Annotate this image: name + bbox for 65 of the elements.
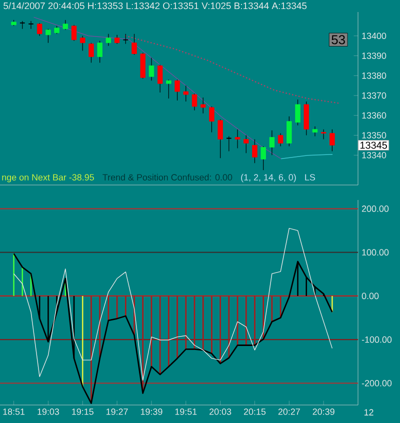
candlestick	[166, 79, 172, 99]
annotation: Trend & Position Confused: 0.00	[102, 174, 232, 180]
candlestick	[269, 130, 275, 156]
x-tick-label: 20:27	[278, 408, 300, 415]
y-tick-label: -100.00	[362, 336, 392, 343]
annotation: (1, 2, 14, 6, 0)	[241, 174, 296, 182]
candlestick	[97, 40, 102, 64]
candlestick	[320, 129, 326, 140]
y-tick-label: 13380	[362, 72, 386, 79]
candlestick	[218, 119, 223, 158]
y-tick-label: 13400	[362, 32, 386, 40]
x-tick-label: 19:15	[72, 408, 94, 415]
x-axis-title: 12	[364, 409, 374, 416]
candlestick	[174, 79, 180, 101]
annotation: 13345	[360, 142, 387, 149]
candlestick	[278, 133, 284, 147]
candlestick	[252, 138, 258, 164]
candlestick	[106, 34, 112, 46]
candlestick	[140, 52, 146, 79]
y-tick-label: 100.00	[362, 249, 389, 256]
candlestick	[244, 134, 249, 154]
candlestick	[192, 93, 198, 111]
y-tick-label: 13340	[362, 152, 386, 158]
annotation: 53	[332, 35, 345, 44]
candlestick	[286, 116, 292, 147]
candlestick	[295, 99, 300, 126]
y-tick-label: -200.00	[362, 380, 392, 386]
candlestick	[122, 34, 129, 44]
x-tick-label: 19:03	[38, 408, 60, 415]
candlestick	[200, 97, 206, 114]
y-tick-label: 13390	[362, 52, 386, 59]
x-tick-label: 20:03	[210, 408, 232, 415]
x-tick-label: 19:39	[140, 408, 162, 415]
y-tick-label: 200.00	[362, 206, 389, 212]
chart-title: 5/14/2007 20:44:05 H:13353 L:13342 O:13351 V:1025 B:13344 A:13345	[4, 2, 307, 10]
annotation: nge on Next Bar -38.95	[2, 174, 94, 182]
y-tick-label: 13360	[362, 112, 386, 119]
x-tick-label: 20:39	[312, 408, 334, 415]
candlestick	[260, 146, 266, 170]
x-tick-label: 18:51	[3, 408, 25, 415]
line-series	[13, 228, 333, 380]
candlestick	[330, 129, 335, 152]
x-tick-label: 19:27	[106, 408, 128, 415]
candlestick	[148, 57, 154, 81]
annotation: LS	[305, 174, 316, 180]
candlestick	[36, 22, 42, 36]
candlestick	[132, 34, 137, 56]
y-tick-label: 13370	[362, 92, 386, 99]
candlestick	[71, 24, 77, 42]
x-tick-label: 19:51	[175, 408, 197, 415]
candlestick	[62, 20, 68, 30]
x-tick-label: 20:15	[244, 408, 266, 415]
candlestick	[157, 64, 163, 93]
candlestick	[88, 42, 94, 64]
candlestick	[183, 85, 188, 102]
candlestick	[80, 36, 86, 52]
y-tick-label: 13350	[362, 132, 386, 138]
candlestick	[46, 28, 51, 44]
candlestick	[28, 20, 34, 30]
candlestick	[312, 126, 318, 137]
candlestick	[226, 136, 232, 152]
line-series	[33, 16, 282, 160]
candlestick	[209, 106, 214, 133]
candlestick	[234, 129, 240, 149]
y-tick-label: 0.00	[362, 292, 379, 300]
